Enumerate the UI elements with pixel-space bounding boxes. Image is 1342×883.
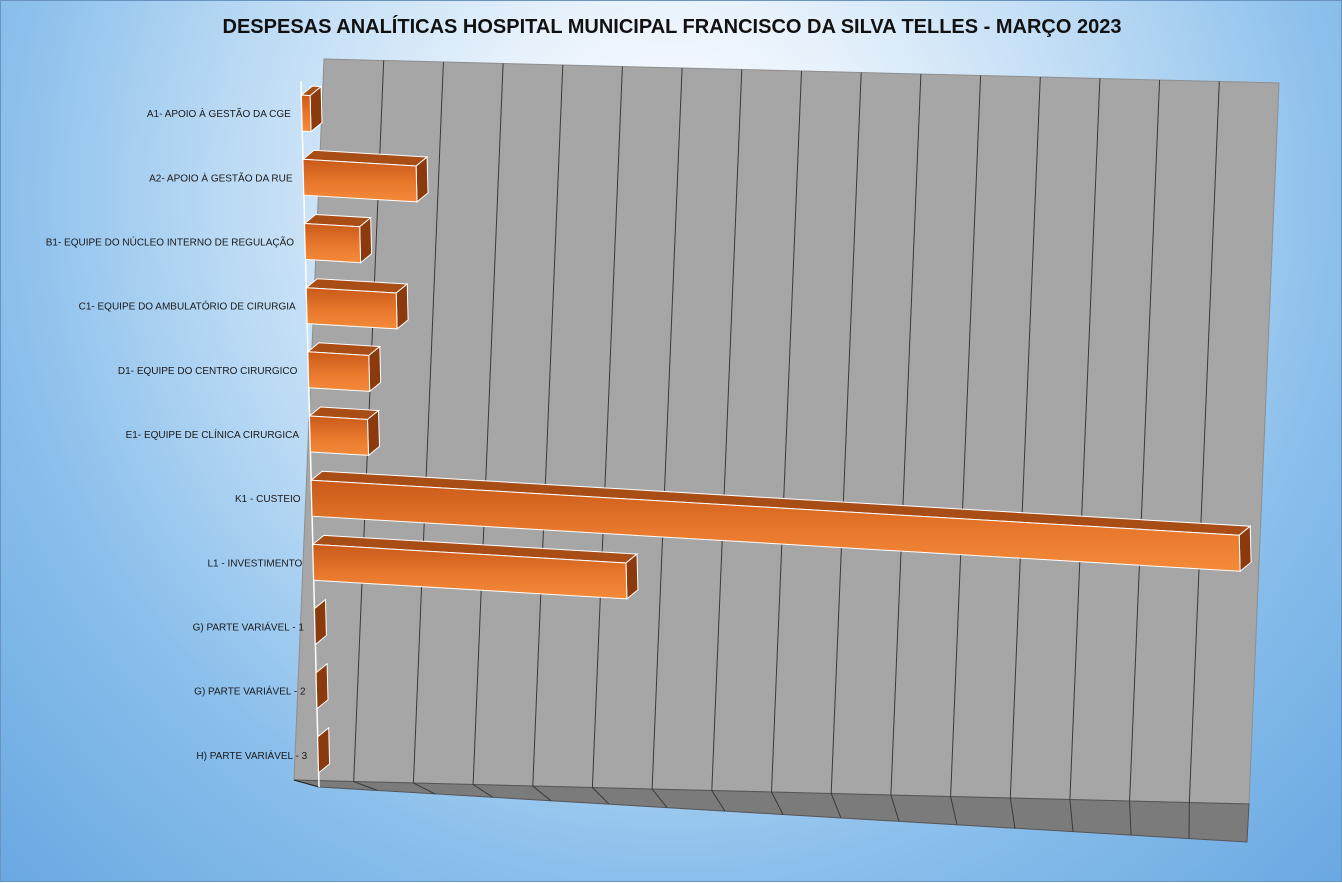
bar [301,149,429,203]
bar-front-face [304,222,362,264]
gridline [412,61,444,795]
category-label: H) PARTE VARIÁVEL - 3 [196,749,307,762]
gridline [711,69,743,812]
category-label: E1- EQUIPE DE CLÍNICA CIRURGICA [126,428,300,441]
chart-title: DESPESAS ANALÍTICAS HOSPITAL MUNICIPAL F… [222,16,1122,38]
bar-end-face [313,598,327,646]
bar-front-face [307,351,371,392]
bar [309,470,1252,573]
category-label: A2- APOIO À GESTÃO DA RUE [149,171,293,184]
gridline [532,64,564,802]
bar-end-face [317,726,331,774]
bar-front-face [305,287,398,330]
category-label: K1 - CUSTEIO [235,494,301,505]
bar-front-face [300,94,312,133]
bar [311,534,639,600]
gridline [890,73,922,822]
bar [313,598,327,646]
bar [308,406,381,457]
gridline [1129,79,1161,836]
bar-end-face [315,662,329,710]
floor-edge-left [293,779,320,788]
gridline [591,66,623,805]
category-label: A1- APOIO À GESTÃO DA CGE [147,107,291,120]
bar [303,213,373,264]
bar-front-face [310,479,1241,572]
gridline [830,72,862,819]
bar [304,278,409,330]
category-label: G) PARTE VARIÁVEL - 1 [193,621,305,634]
category-label: L1 - INVESTIMENTO [207,558,302,569]
bar [306,342,382,393]
gridline [1188,81,1220,839]
gridline [950,75,982,825]
category-label: B1- EQUIPE DO NÚCLEO INTERNO DE REGULAÇÃ… [46,236,295,249]
category-label: G) PARTE VARIÁVEL - 2 [194,685,306,698]
bar [300,85,323,133]
gridline [770,70,802,815]
bar [317,726,331,774]
bar [315,662,329,710]
bar-front-face [312,543,628,600]
category-label: C1- EQUIPE DO AMBULATÓRIO DE CIRURGIA [79,300,296,313]
gridline [1069,78,1101,832]
bar-front-face [302,158,418,203]
category-label: D1- EQUIPE DO CENTRO CIRURGICO [118,366,298,377]
gridline [651,67,683,808]
gridline [1009,76,1041,829]
gridline [472,63,504,798]
bar-front-face [308,415,370,456]
